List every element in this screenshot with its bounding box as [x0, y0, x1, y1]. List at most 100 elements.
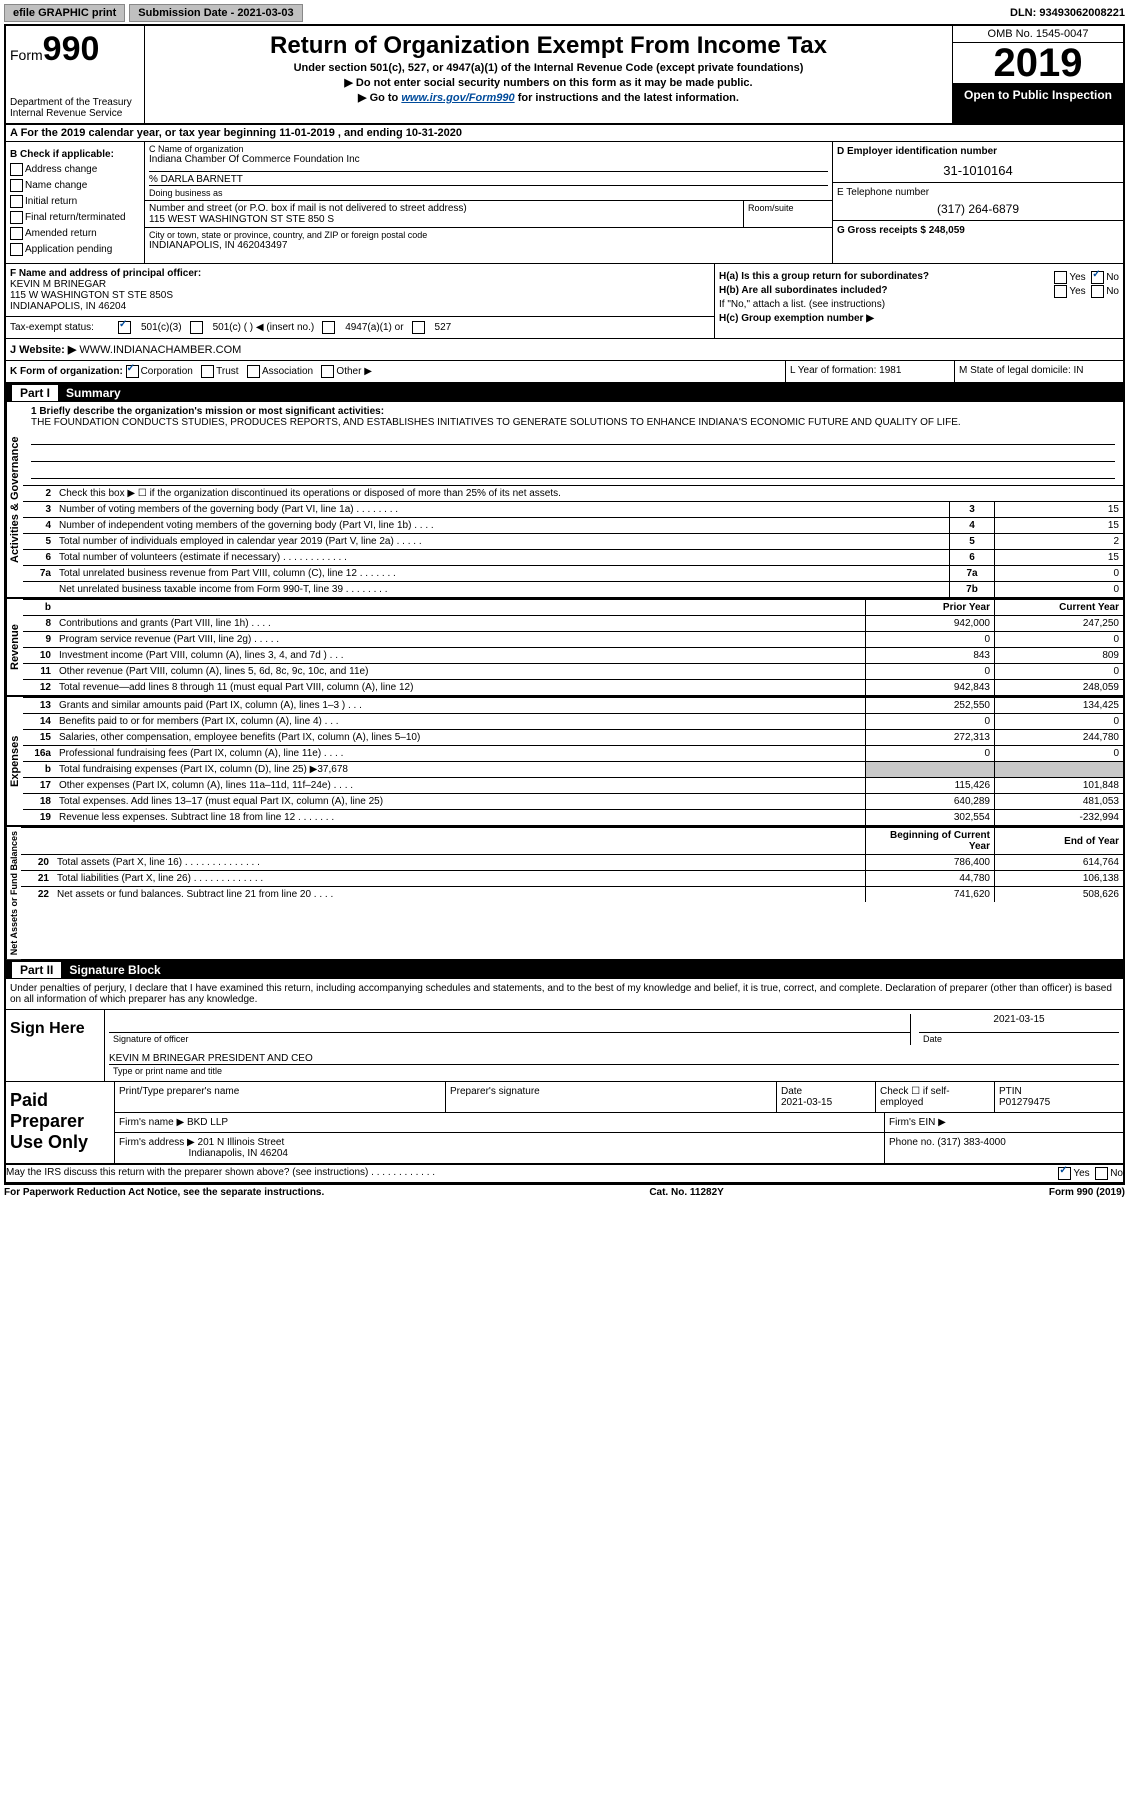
- line-cy: 0: [995, 714, 1124, 730]
- firm-addr-label: Firm's address ▶: [119, 1137, 195, 1148]
- firm-ein: Firm's EIN ▶: [885, 1113, 1123, 1132]
- prior-year-hdr: Prior Year: [866, 600, 995, 616]
- checkbox-assoc-icon[interactable]: [247, 365, 260, 378]
- form-title: Return of Organization Exempt From Incom…: [153, 32, 944, 60]
- checkbox-yes-icon[interactable]: [1054, 271, 1067, 284]
- line-cell: 5: [950, 534, 995, 550]
- c-city-value: INDIANAPOLIS, IN 462043497: [149, 240, 828, 251]
- pp-self-employed: Check ☐ if self-employed: [876, 1082, 995, 1112]
- part-1-title: Summary: [66, 386, 121, 400]
- net-vlabel: Net Assets or Fund Balances: [6, 827, 21, 959]
- e-phone-value: (317) 264-6879: [837, 202, 1119, 216]
- line-cy: 0: [995, 632, 1124, 648]
- gov-body: 1 Briefly describe the organization's mi…: [23, 402, 1123, 597]
- rev-vlabel: Revenue: [6, 599, 23, 695]
- k-assoc: Association: [262, 366, 313, 377]
- checkbox-no-icon[interactable]: [1091, 271, 1104, 284]
- checkbox-icon[interactable]: [10, 195, 23, 208]
- exp-vlabel: Expenses: [6, 697, 23, 825]
- line-py: 0: [866, 664, 995, 680]
- line-cy: 508,626: [995, 887, 1124, 903]
- beg-year-hdr: Beginning of Current Year: [866, 828, 995, 855]
- efile-button[interactable]: efile GRAPHIC print: [4, 4, 125, 22]
- line-cy: 0: [995, 746, 1124, 762]
- line-row: 2Check this box ▶ ☐ if the organization …: [23, 486, 1123, 502]
- checkbox-yes-icon[interactable]: [1054, 285, 1067, 298]
- te-501c: 501(c) ( ) ◀ (insert no.): [213, 322, 315, 333]
- line-cy: -232,994: [995, 810, 1124, 826]
- checkbox-4947-icon[interactable]: [322, 321, 335, 334]
- line-no: [23, 582, 55, 598]
- b-item: Initial return: [10, 195, 140, 208]
- checkbox-501c3-icon[interactable]: [118, 321, 131, 334]
- yes-label: Yes: [1073, 1168, 1089, 1179]
- rev-table: bPrior YearCurrent Year 8Contributions a…: [23, 599, 1123, 695]
- form-container: Form990 Department of the Treasury Inter…: [4, 24, 1125, 1185]
- f-city: INDIANAPOLIS, IN 46204: [10, 301, 710, 312]
- no-label: No: [1106, 272, 1119, 283]
- line-desc: Other expenses (Part IX, column (A), lin…: [55, 778, 866, 794]
- paid-row-1: Print/Type preparer's name Preparer's si…: [115, 1082, 1123, 1113]
- line-cell: 7b: [950, 582, 995, 598]
- ptin-value: P01279475: [999, 1097, 1050, 1108]
- b-item: Final return/terminated: [10, 211, 140, 224]
- part-label: Part I: [12, 385, 58, 401]
- line-val: 0: [995, 582, 1124, 598]
- b-label: Initial return: [25, 196, 77, 207]
- line-py: 44,780: [866, 871, 995, 887]
- checkbox-icon[interactable]: [10, 243, 23, 256]
- line-row: 18Total expenses. Add lines 13–17 (must …: [23, 794, 1123, 810]
- c-name-label: C Name of organization: [149, 144, 828, 154]
- checkbox-other-icon[interactable]: [321, 365, 334, 378]
- checkbox-no-icon[interactable]: [1091, 285, 1104, 298]
- line-py: 640,289: [866, 794, 995, 810]
- line-desc: Benefits paid to or for members (Part IX…: [55, 714, 866, 730]
- line-row: 9Program service revenue (Part VIII, lin…: [23, 632, 1123, 648]
- col-k: K Form of organization: Corporation Trus…: [6, 361, 785, 382]
- checkbox-trust-icon[interactable]: [201, 365, 214, 378]
- line-py: 272,313: [866, 730, 995, 746]
- te-501c3: 501(c)(3): [141, 322, 182, 333]
- checkbox-yes-icon[interactable]: [1058, 1167, 1071, 1180]
- line-cy: 0: [995, 664, 1124, 680]
- ha-label: H(a) Is this a group return for subordin…: [719, 271, 929, 282]
- line-no: 9: [23, 632, 55, 648]
- checkbox-icon[interactable]: [10, 227, 23, 240]
- f-label: F Name and address of principal officer:: [10, 268, 710, 279]
- line-desc: Total liabilities (Part X, line 26) . . …: [53, 871, 866, 887]
- checkbox-no-icon[interactable]: [1095, 1167, 1108, 1180]
- irs-link[interactable]: www.irs.gov/Form990: [401, 92, 514, 104]
- line-cy: 481,053: [995, 794, 1124, 810]
- checkbox-icon[interactable]: [10, 163, 23, 176]
- checkbox-501c-icon[interactable]: [190, 321, 203, 334]
- inspection-badge: Open to Public Inspection: [953, 84, 1123, 123]
- line-row: 4Number of independent voting members of…: [23, 518, 1123, 534]
- footer-cat: Cat. No. 11282Y: [649, 1187, 723, 1198]
- line-desc: Total expenses. Add lines 13–17 (must eq…: [55, 794, 866, 810]
- firm-addr: Firm's address ▶ 201 N Illinois Street I…: [115, 1133, 885, 1163]
- k-label: K Form of organization:: [10, 366, 123, 377]
- line-row: 7aTotal unrelated business revenue from …: [23, 566, 1123, 582]
- checkbox-527-icon[interactable]: [412, 321, 425, 334]
- line-val: 15: [995, 518, 1124, 534]
- line-row: bTotal fundraising expenses (Part IX, co…: [23, 762, 1123, 778]
- penalty-text: Under penalties of perjury, I declare th…: [6, 979, 1123, 1009]
- c-dba-label: Doing business as: [149, 185, 828, 198]
- line-desc: Program service revenue (Part VIII, line…: [55, 632, 866, 648]
- checkbox-corp-icon[interactable]: [126, 365, 139, 378]
- checkbox-icon[interactable]: [10, 179, 23, 192]
- line-desc: Salaries, other compensation, employee b…: [55, 730, 866, 746]
- d-ein-label: D Employer identification number: [837, 146, 1119, 157]
- hc-row: H(c) Group exemption number ▶: [719, 313, 1119, 324]
- line-row: 22Net assets or fund balances. Subtract …: [21, 887, 1123, 903]
- col-l-year: L Year of formation: 1981: [785, 361, 954, 382]
- checkbox-icon[interactable]: [10, 211, 23, 224]
- k-other: Other ▶: [336, 366, 371, 377]
- col-m-state: M State of legal domicile: IN: [954, 361, 1123, 382]
- date-label: Date: [919, 1033, 1119, 1045]
- revenue-section: Revenue bPrior YearCurrent Year 8Contrib…: [6, 599, 1123, 697]
- tax-exempt-row: Tax-exempt status: 501(c)(3) 501(c) ( ) …: [6, 316, 714, 338]
- mission-text: THE FOUNDATION CONDUCTS STUDIES, PRODUCE…: [31, 417, 1115, 428]
- form-subtitle: Under section 501(c), 527, or 4947(a)(1)…: [153, 62, 944, 74]
- line-py: 0: [866, 632, 995, 648]
